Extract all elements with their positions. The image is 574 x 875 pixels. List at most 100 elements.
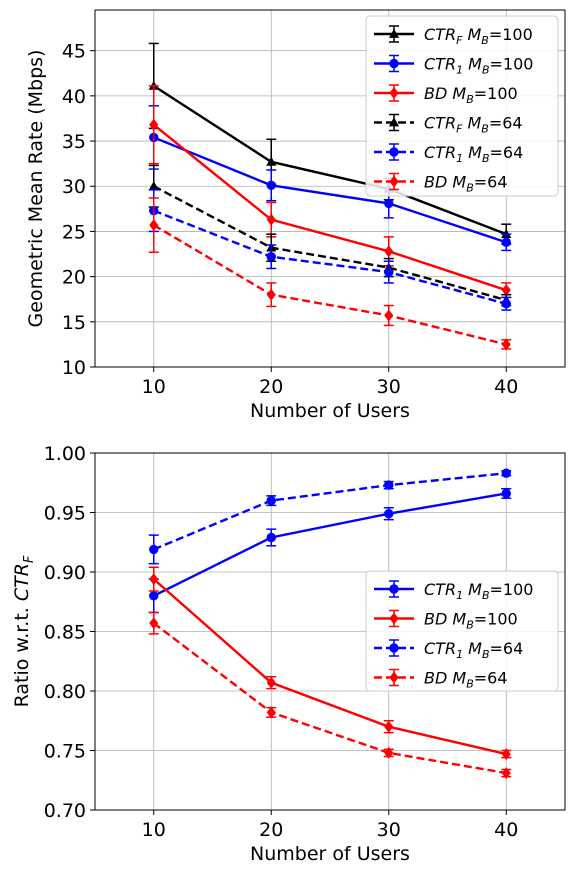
series-3	[148, 468, 512, 565]
data-point	[149, 118, 159, 131]
legend-label-base: CTR	[424, 639, 456, 658]
data-point	[149, 219, 159, 232]
y-tick-label: 20	[62, 267, 86, 289]
y-tick-label: 0.90	[44, 562, 86, 584]
y-tick-label: 15	[62, 312, 86, 334]
y-tick-label: 45	[62, 41, 86, 63]
data-point	[266, 252, 276, 262]
legend-label-m: M	[463, 55, 482, 74]
legend-marker	[389, 58, 399, 69]
data-point	[384, 480, 394, 490]
legend-marker	[389, 643, 399, 653]
legend-label-msub: B	[482, 152, 490, 165]
data-point	[501, 299, 511, 309]
legend-label-msub: B	[482, 648, 490, 661]
data-point	[149, 544, 159, 555]
y-tick-label: 25	[62, 221, 86, 243]
series-line	[153, 209, 507, 305]
series-line	[153, 622, 507, 775]
data-point	[266, 180, 276, 191]
legend-label-sub: 1	[456, 648, 463, 661]
legend-label-base: CTR	[424, 114, 456, 133]
y-tick-label: 0.75	[44, 741, 86, 763]
data-point	[501, 767, 511, 780]
legend-label-m: M	[463, 639, 482, 658]
series-line	[153, 472, 507, 551]
legend-label-msub: B	[482, 589, 490, 602]
legend-label: BD MB=64	[424, 669, 508, 691]
y-tick-label: 40	[62, 86, 86, 108]
series-6	[148, 197, 512, 351]
x-tick-label: 40	[494, 819, 518, 841]
legend-label-value: =64	[490, 143, 524, 162]
legend-label-base: CTR	[424, 55, 456, 74]
legend-label: CTR1 MB=64	[424, 639, 523, 661]
y-tick-label: 10	[62, 357, 86, 379]
data-point	[384, 720, 394, 733]
y-axis-label-prefix: Ratio w.r.t.	[11, 601, 33, 707]
legend-label: CTRF MB=100	[424, 25, 533, 47]
legend-marker	[389, 671, 399, 684]
x-tick-label: 10	[142, 376, 166, 398]
legend-label-sub: 1	[456, 152, 463, 165]
legend-label-m: M	[463, 580, 482, 599]
legend-marker	[389, 584, 399, 594]
series-line	[153, 84, 507, 236]
x-tick-label: 30	[377, 819, 401, 841]
legend-label-base: BD	[424, 610, 447, 629]
legend-label-msub: B	[466, 619, 474, 632]
data-point	[384, 746, 394, 759]
series-line	[152, 123, 507, 292]
data-point	[384, 267, 394, 277]
legend-label-value: =100	[474, 84, 518, 103]
y-tick-label: 30	[62, 176, 86, 198]
legend-label-base: BD	[424, 173, 447, 192]
x-tick-label: 30	[377, 376, 401, 398]
legend-label-m: M	[447, 610, 466, 629]
data-point	[149, 591, 159, 601]
y-tick-label: 0.80	[44, 681, 86, 703]
legend-label-m: M	[447, 669, 466, 688]
legend-label-msub: B	[481, 123, 489, 136]
legend-label-value: =64	[474, 173, 508, 192]
legend-label-msub: B	[481, 34, 489, 47]
x-tick-label: 10	[142, 819, 166, 841]
data-point	[384, 245, 394, 258]
legend-label-msub: B	[466, 678, 474, 691]
data-point	[501, 468, 511, 478]
legend-label: CTR1 MB=64	[424, 143, 523, 165]
legend-label-sub: F	[456, 34, 463, 47]
legend-item: BD MB=100	[374, 84, 518, 106]
legend-label: CTR1 MB=100	[424, 55, 533, 77]
y-axis-label-sub: F	[22, 555, 37, 563]
legend-label-sub: F	[456, 123, 463, 136]
legend-label-m: M	[462, 114, 481, 133]
legend-label-base: BD	[424, 669, 447, 688]
data-point	[149, 573, 159, 586]
legend-label-value: =100	[490, 55, 534, 74]
series-5	[148, 189, 512, 311]
series-line	[153, 185, 507, 302]
y-axis-label: Ratio w.r.t. CTRF	[11, 555, 37, 707]
data-point	[384, 309, 394, 322]
legend-item: CTR1 MB=64	[374, 639, 523, 661]
data-point	[266, 676, 276, 689]
legend-label-value: =100	[490, 580, 534, 599]
data-point	[501, 284, 511, 297]
legend-label-value: =100	[474, 610, 518, 629]
x-axis-label: Number of Users	[250, 400, 410, 422]
chart-1: 10 20 30 40 10 15 20 25 30 35 40 45 Number of Users G…	[25, 9, 566, 422]
data-point	[266, 706, 276, 719]
series-4	[148, 611, 512, 780]
data-point	[148, 181, 159, 191]
legend-label: CTRF MB=64	[424, 114, 523, 136]
legend-label-value: =64	[490, 639, 524, 658]
y-tick-label: 0.85	[44, 622, 86, 644]
legend-label-value: =64	[474, 669, 508, 688]
legend-item: CTR1 MB=100	[374, 55, 533, 77]
legend-label-value: =100	[489, 25, 533, 44]
data-point	[501, 237, 511, 247]
legend-item: CTR1 MB=64	[374, 143, 523, 165]
